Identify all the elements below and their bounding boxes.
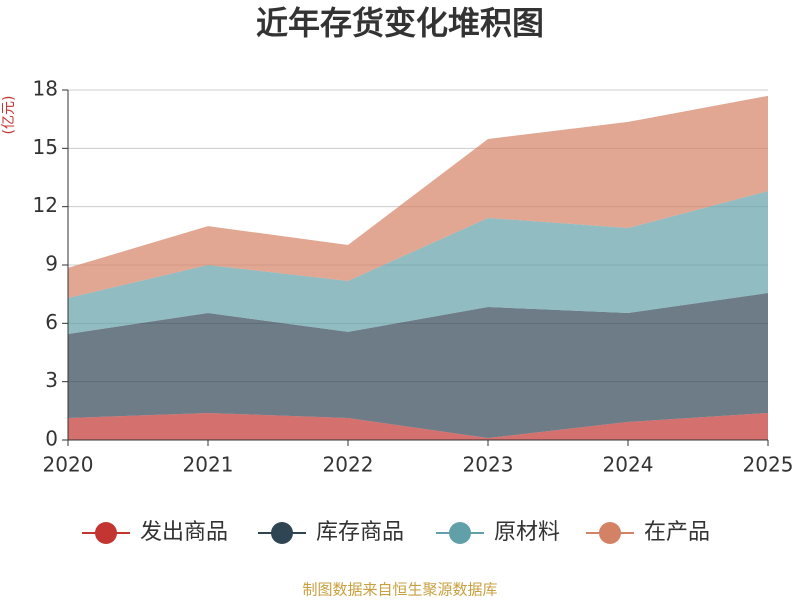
legend-marker	[599, 522, 621, 544]
x-tick-label: 2023	[463, 453, 514, 477]
area	[68, 412, 768, 440]
legend-label: 库存商品	[316, 520, 404, 545]
y-axis-label: (亿元)	[1, 96, 17, 135]
x-tick-label: 2021	[183, 453, 234, 477]
legend-marker	[95, 522, 117, 544]
legend-item: 在产品	[586, 520, 710, 545]
legend-marker	[449, 522, 471, 544]
y-tick-label: 12	[33, 193, 58, 217]
x-tick-label: 2020	[43, 453, 94, 477]
legend-item: 发出商品	[82, 520, 228, 545]
y-tick-label: 6	[45, 310, 58, 334]
y-tick-label: 18	[33, 77, 58, 101]
y-tick-label: 9	[45, 252, 58, 276]
area	[68, 95, 768, 299]
areas	[68, 95, 768, 440]
legend-label: 原材料	[494, 520, 560, 545]
area	[68, 191, 768, 335]
y-tick-label: 3	[45, 368, 58, 392]
x-tick-label: 2022	[323, 453, 374, 477]
area	[68, 293, 768, 439]
x-tick-label: 2025	[743, 453, 794, 477]
y-tick-label: 15	[33, 135, 58, 159]
legend-item: 库存商品	[258, 520, 404, 545]
legend-item: 原材料	[436, 520, 560, 545]
y-tick-label: 0	[45, 427, 58, 451]
source-note: 制图数据来自恒生聚源数据库	[302, 581, 497, 599]
legend-label: 在产品	[644, 520, 710, 545]
x-tick-label: 2024	[603, 453, 654, 477]
legend-marker	[271, 522, 293, 544]
legend-label: 发出商品	[140, 520, 228, 545]
chart-title: 近年存货变化堆积图	[256, 4, 544, 42]
